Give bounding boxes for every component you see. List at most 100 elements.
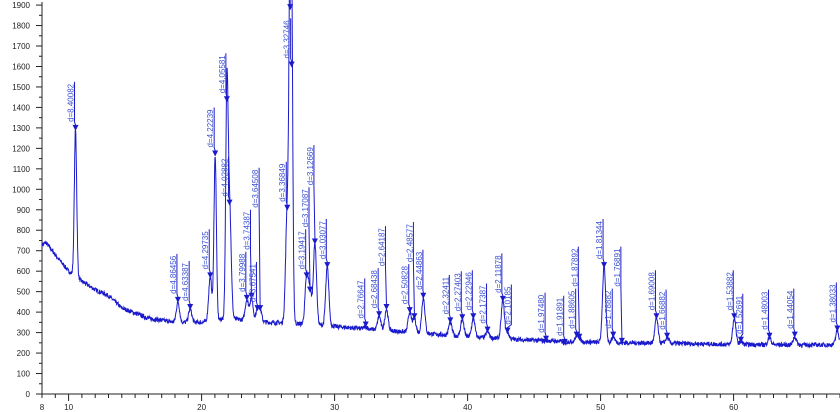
peak-triangle-icon (484, 326, 491, 333)
peak-label: d=1.53882 (725, 272, 734, 311)
peak-marker: d=1.44054 (786, 288, 798, 338)
peak-triangle-icon (766, 332, 773, 339)
peak-marker: d=2.32411 (441, 274, 454, 324)
x-tick-label: 20 (197, 403, 206, 412)
peak-label: d=2.32411 (441, 276, 450, 314)
peak-triangle-icon (573, 331, 580, 338)
peak-marker: d=3.12669 (306, 145, 318, 245)
x-tick-label: 50 (596, 403, 605, 412)
peak-triangle-icon (737, 336, 744, 343)
y-tick-label: 600 (17, 267, 31, 276)
peak-label: d=1.44054 (786, 290, 795, 329)
peak-label: d=3.17087 (301, 189, 310, 228)
peak-triangle-icon (207, 272, 214, 279)
peak-label: d=3.12669 (306, 147, 315, 186)
peak-label: d=2.17387 (479, 285, 488, 324)
peak-marker: d=2.11878 (494, 253, 506, 302)
peak-triangle-icon (470, 313, 477, 320)
peak-marker: d=2.27403 (453, 271, 466, 321)
peak-triangle-icon (618, 337, 625, 344)
peak-triangle-icon (411, 313, 418, 320)
peak-triangle-icon (248, 292, 255, 299)
peak-marker: d=1.53882 (725, 270, 738, 320)
y-tick-label: 1100 (13, 165, 31, 174)
peak-label: d=4.05581 (218, 55, 227, 94)
peak-marker: d=2.68438 (370, 268, 383, 318)
peak-marker: d=1.81344 (595, 219, 608, 269)
peak-label: d=1.38033 (828, 284, 837, 323)
peak-label: d=1.76891 (613, 248, 622, 287)
peak-triangle-icon (834, 325, 840, 332)
peak-label: d=3.79988 (238, 253, 247, 292)
peak-label: d=3.74387 (242, 211, 251, 250)
peak-marker: d=1.87892 (570, 246, 583, 340)
y-tick-label: 1300 (12, 124, 30, 133)
y-tick-label: 100 (17, 370, 31, 379)
peak-marker: d=3.17087 (301, 187, 313, 293)
y-tick-label: 1700 (12, 42, 30, 51)
x-tick-label: 8 (40, 403, 45, 412)
peak-triangle-icon (243, 294, 250, 301)
peak-marker: d=4.86456 (169, 253, 181, 303)
peak-label: d=2.68438 (370, 270, 379, 309)
peak-label: d=4.63387 (181, 262, 190, 301)
peak-marker: d=3.03077 (318, 219, 331, 269)
peak-triangle-icon (257, 305, 264, 312)
peak-marker: d=2.22946 (464, 270, 477, 320)
peak-marker: d=1.78882 (604, 288, 617, 338)
y-tick-label: 700 (17, 247, 31, 256)
peak-label: d=8.40082 (67, 83, 76, 122)
peak-marker: d=3.79988 (238, 251, 250, 301)
peak-label: d=2.76647 (357, 280, 366, 319)
peak-marker: d=2.17387 (479, 283, 491, 333)
peak-marker: d=1.88605 (568, 288, 580, 338)
peak-marker: d=3.32746 (283, 18, 295, 68)
peak-label: d=3.03077 (318, 220, 327, 259)
y-tick-label: 1200 (12, 144, 30, 153)
peak-label: d=1.88605 (568, 290, 577, 329)
peak-triangle-icon (664, 332, 671, 339)
peak-triangle-icon (601, 262, 608, 269)
peak-marker: d=4.05581 (218, 53, 230, 103)
peak-triangle-icon (212, 150, 219, 157)
y-tick-label: 1900 (12, 1, 30, 10)
peak-label: d=4.22239 (206, 109, 215, 148)
peak-marker: d=2.10185 (503, 284, 512, 334)
peak-triangle-icon (791, 331, 798, 338)
y-tick-label: 1800 (12, 22, 30, 31)
x-tick-label: 10 (64, 403, 73, 412)
x-tick-label: 60 (729, 403, 738, 412)
peak-label: d=2.50828 (401, 266, 410, 305)
peak-marker: d=1.69008 (647, 270, 660, 320)
peak-marker: d=4.22239 (206, 107, 219, 157)
y-tick-label: 200 (17, 349, 31, 358)
peak-marker: d=2.50828 (401, 264, 413, 314)
peak-triangle-icon (561, 338, 568, 345)
peak-marker: d=1.48003 (761, 289, 773, 339)
peak-marker: d=2.44863 (415, 249, 427, 299)
diffraction-pattern-line (41, 0, 840, 349)
y-tick-label: 1400 (12, 103, 30, 112)
peak-label: d=2.11878 (494, 255, 503, 293)
peak-triangle-icon (72, 124, 79, 131)
peak-triangle-icon (187, 304, 194, 311)
peak-marker: d=4.63387 (181, 261, 194, 311)
peak-label: d=1.81344 (595, 220, 604, 259)
peak-marker: d=1.91891 (556, 295, 568, 345)
plot-area (41, 0, 840, 349)
peak-marker: d=2.64187 (377, 226, 390, 311)
peak-label: d=2.64187 (377, 228, 386, 267)
axes: 0 100 200 300 400 500 600 700 800 900 1000 1100 1200… (12, 1, 840, 412)
x-tick-label: 30 (330, 403, 339, 412)
peak-marker: d=1.76891 (613, 246, 625, 344)
peak-marker: d=1.52691 (735, 293, 744, 343)
y-tick-label: 0 (26, 390, 31, 399)
peak-label: d=2.22946 (464, 272, 473, 311)
peak-label: d=1.48003 (761, 291, 770, 330)
peak-label: d=1.97480 (537, 294, 546, 333)
peak-triangle-icon (223, 96, 230, 103)
peak-label: d=1.78882 (604, 290, 613, 329)
peak-marker: d=3.74387 (242, 209, 255, 299)
peak-marker: d=3.19417 (298, 229, 310, 279)
y-tick-label: 1000 (12, 185, 30, 194)
